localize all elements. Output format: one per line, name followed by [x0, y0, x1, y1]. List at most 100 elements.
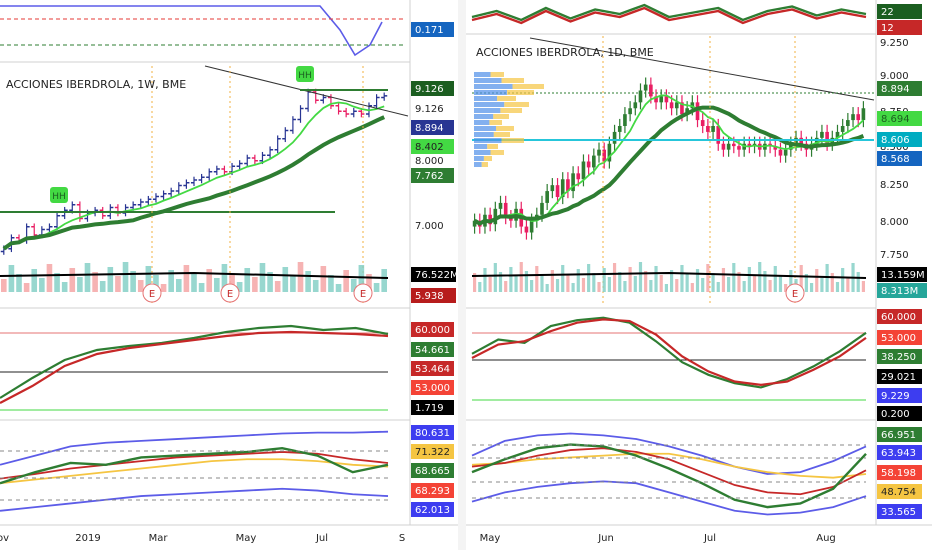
volume-bar — [305, 271, 311, 292]
volume-profile-bar — [474, 132, 494, 137]
right-price-badge — [877, 4, 922, 19]
left-band-badge — [411, 425, 454, 440]
candle-body — [597, 149, 601, 156]
volume-bar — [153, 275, 159, 292]
right-band-label: 66.951 — [881, 430, 916, 441]
volume-bar — [514, 276, 518, 292]
right-price-badge — [877, 151, 922, 166]
left-price-label: 0.171 — [415, 25, 444, 36]
volume-bar — [690, 283, 694, 292]
left-price-pane[interactable]: HH HH — [0, 65, 409, 305]
left-band-label: 68.665 — [415, 466, 450, 477]
volume-bar — [695, 269, 700, 292]
volume-bar — [54, 273, 60, 292]
volume-bar — [530, 280, 534, 292]
volume-average-line — [0, 271, 389, 279]
volume-bar — [39, 278, 45, 292]
volume-bar — [659, 275, 663, 292]
volume-bar — [820, 278, 824, 292]
right-oscillator-fast — [471, 316, 867, 389]
volume-bar — [732, 263, 736, 292]
candle-body — [498, 202, 503, 209]
volume-bar — [602, 268, 606, 292]
volume-bar — [758, 262, 762, 292]
volume-bar — [670, 270, 674, 292]
volume-bar — [175, 279, 182, 292]
right-band-badge — [877, 484, 922, 499]
volume-profile-bar — [483, 156, 492, 161]
volume-profile-bar — [501, 78, 524, 83]
volume-bar — [350, 279, 357, 292]
volume-bar — [778, 275, 783, 292]
volume-profile-bar — [474, 138, 502, 143]
volume-bar — [183, 265, 190, 292]
volume-bar — [282, 267, 289, 292]
left-x-tick: 2019 — [75, 533, 100, 544]
candle-body — [669, 102, 674, 109]
volume-profile-bar — [489, 120, 502, 125]
volume-bar — [493, 263, 497, 292]
left-oscillator-slow — [0, 330, 389, 404]
right-band-badge — [877, 465, 922, 480]
volume-bar — [236, 282, 243, 292]
left-oscillator-badge — [411, 322, 454, 337]
volume-bar — [312, 280, 319, 292]
volume-bar — [607, 277, 611, 292]
left-oscillator-label: 53.464 — [415, 364, 450, 375]
volume-bar — [623, 281, 627, 292]
candle-body — [581, 161, 586, 180]
right-band-badge — [877, 445, 922, 460]
volume-bar — [654, 266, 658, 292]
left-band-label: 62.013 — [415, 505, 450, 516]
candle-body — [851, 114, 855, 121]
top-left-indicator — [0, 5, 383, 57]
volume-profile-bar — [496, 126, 514, 131]
right-oscillator-slow — [471, 318, 867, 386]
left-x-tick: May — [236, 533, 257, 544]
volume-profile-bar — [497, 96, 516, 101]
volume-bar — [540, 275, 544, 292]
left-x-tick: Jul — [315, 533, 328, 544]
volume-bar — [320, 266, 327, 292]
right-price-pane[interactable] — [472, 36, 875, 305]
candle-body — [737, 146, 741, 150]
candle-body — [820, 131, 824, 138]
volume-bar — [576, 269, 580, 292]
left-x-tick: S — [399, 533, 405, 544]
candle-body — [472, 220, 477, 227]
right-volume-badge — [877, 267, 927, 282]
volume-bar — [115, 276, 121, 292]
right-oscillator-label: 29.021 — [881, 372, 916, 383]
volume-bar — [122, 262, 129, 292]
left-x-tick: Mar — [149, 533, 169, 544]
band-line — [471, 452, 867, 479]
volume-profile-bar — [512, 84, 544, 89]
volume-bar — [545, 284, 549, 292]
right-x-tick: Jun — [597, 533, 614, 544]
right-price-badge — [877, 20, 922, 35]
volume-profile-bar — [474, 114, 494, 119]
candle-body — [638, 90, 643, 103]
right-band-label: 58.198 — [881, 468, 916, 479]
left-price-label: 8.402 — [415, 142, 444, 153]
hh-marker-badge — [296, 66, 314, 82]
right-chart-title: ACCIONES IBERDROLA, 1D, BME — [476, 46, 654, 59]
slow-moving-average — [473, 105, 865, 226]
volume-bar — [221, 264, 228, 292]
band-line — [0, 458, 389, 485]
volume-bar — [644, 271, 648, 292]
volume-profile-bar — [474, 108, 501, 113]
volume-bar — [612, 263, 617, 292]
left-band-badge — [411, 444, 454, 459]
candle-body — [835, 131, 840, 138]
band-line — [0, 487, 389, 512]
volume-bar — [768, 280, 772, 292]
volume-bar — [191, 274, 197, 292]
volume-profile-bar — [474, 96, 498, 101]
top-right-red — [471, 6, 867, 25]
left-oscillator-label: 1.719 — [415, 403, 444, 414]
candle-body — [690, 102, 695, 109]
left-price-label: 8.894 — [415, 123, 444, 134]
